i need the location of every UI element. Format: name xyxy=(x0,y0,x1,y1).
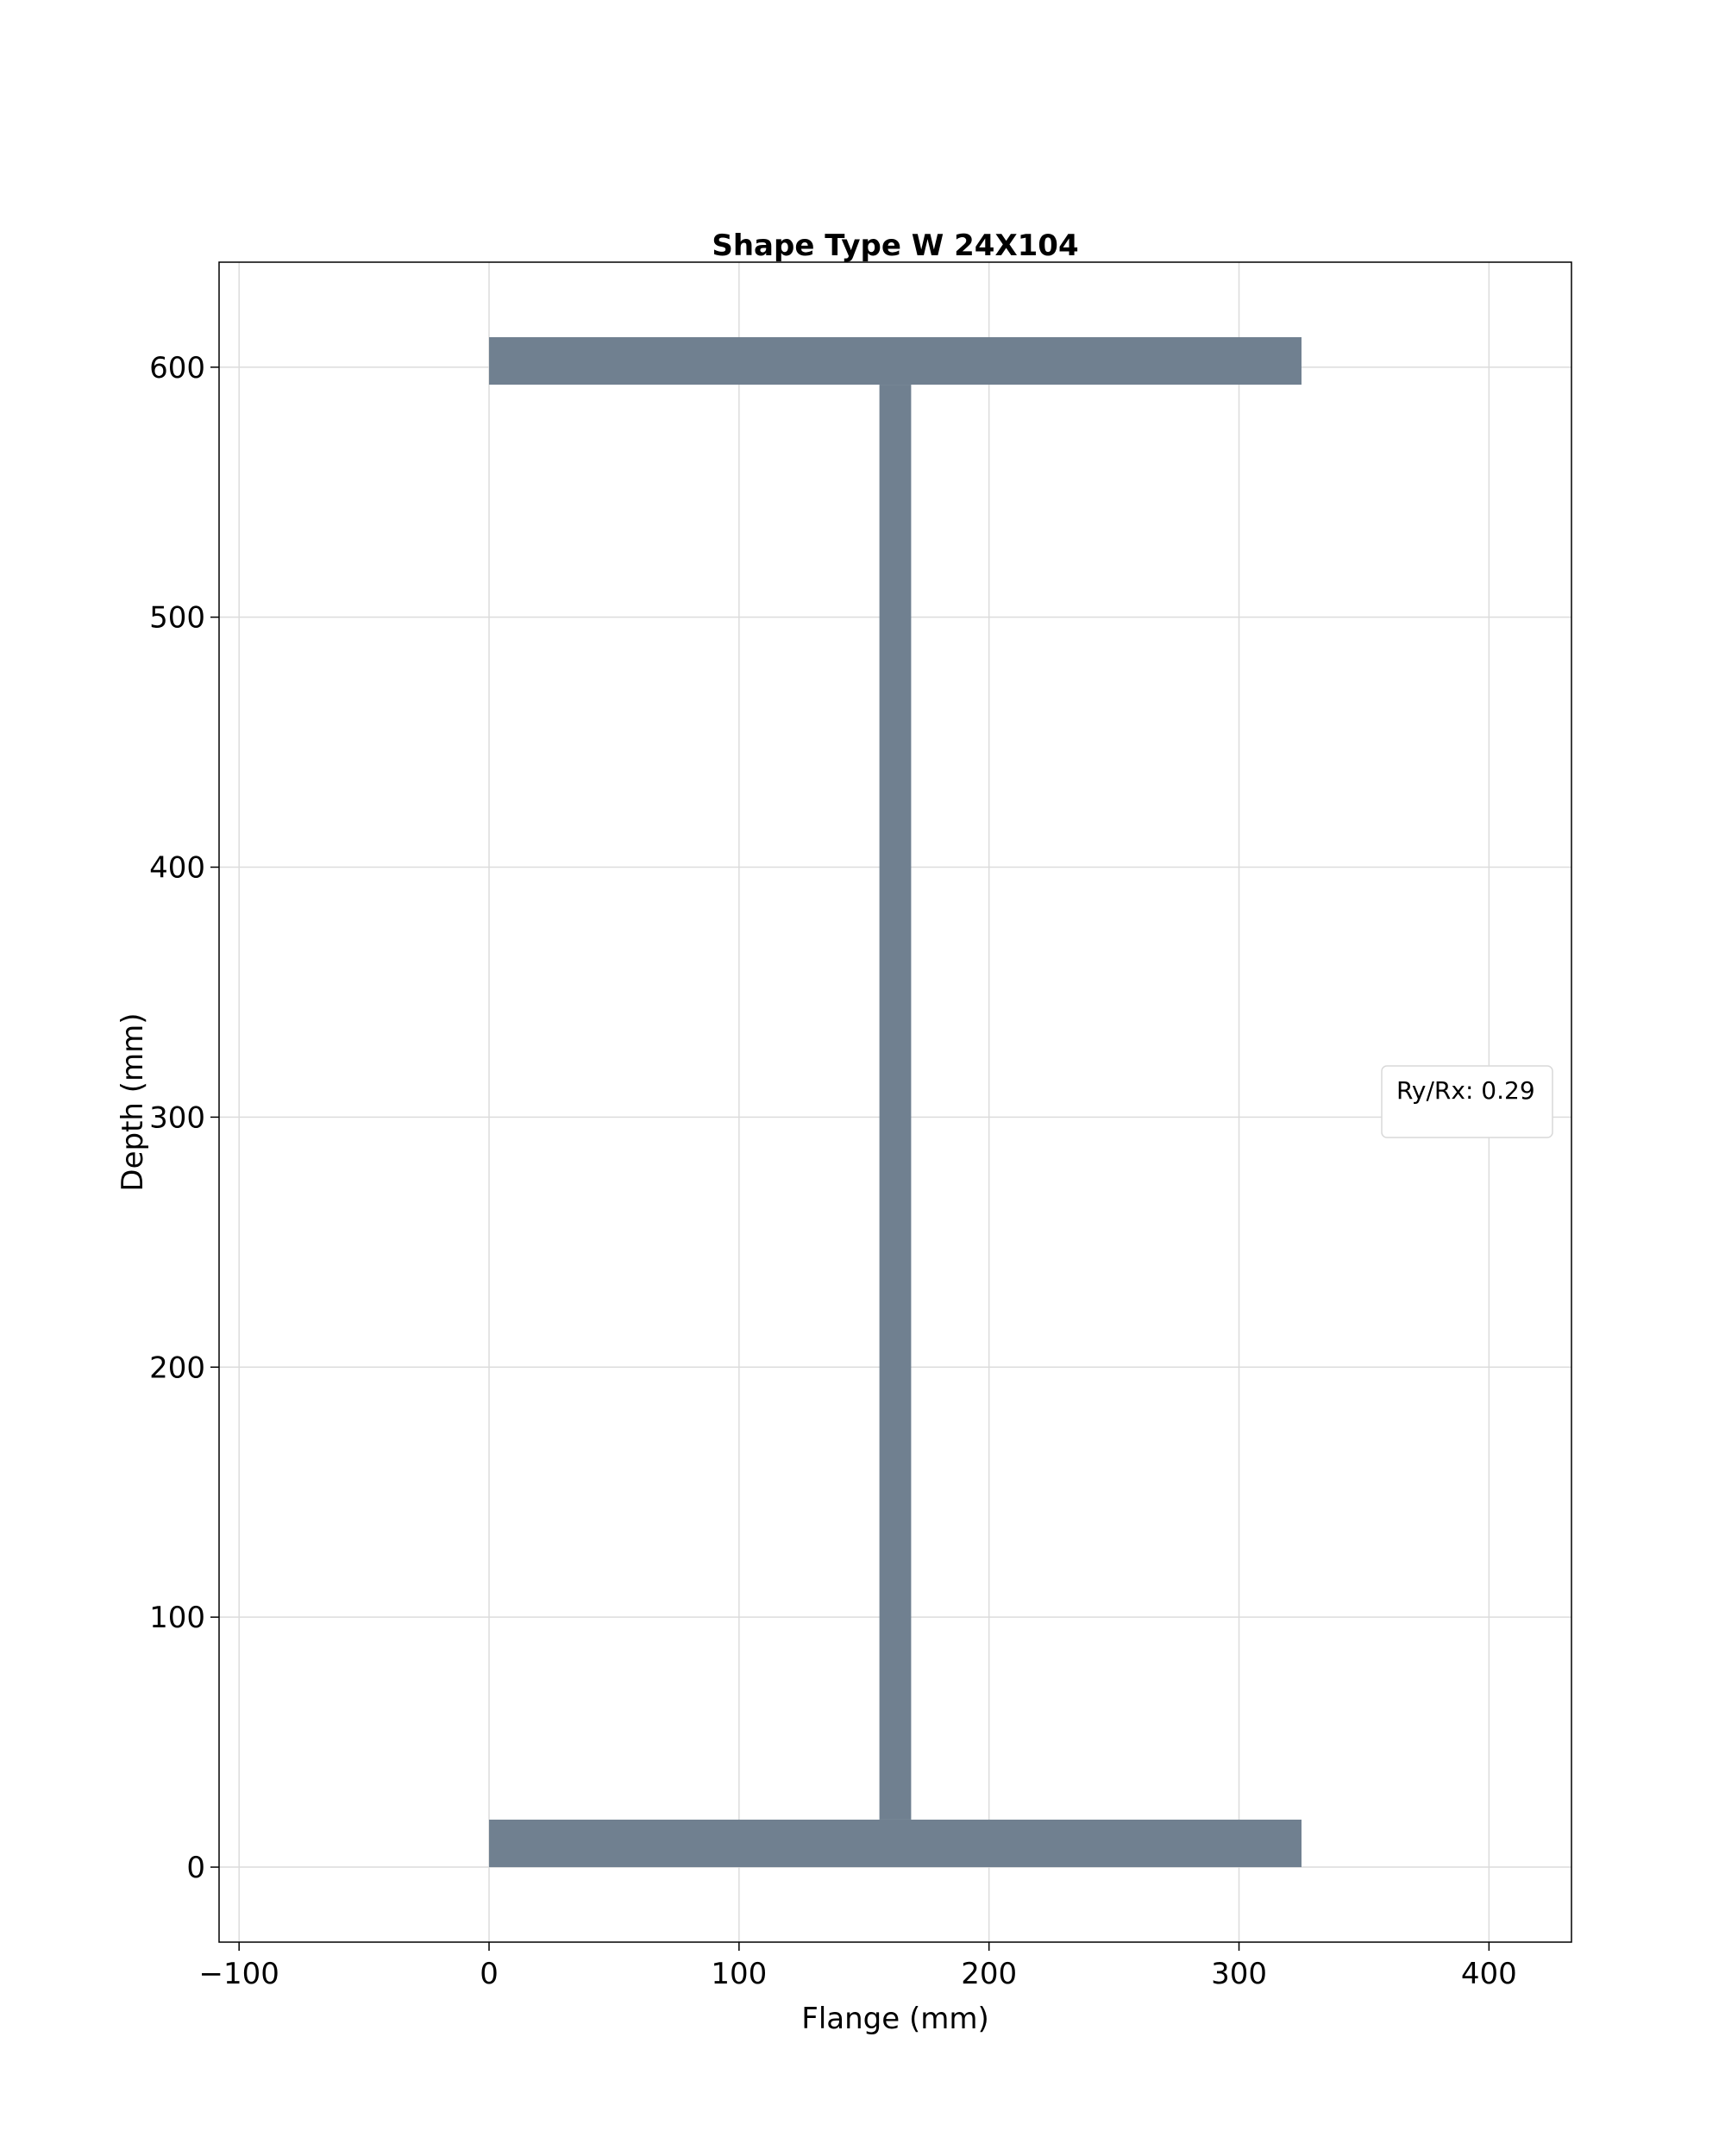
ticks: −100 0 100 200 300 400 0 100 200 300 400 500 600 xyxy=(149,351,1517,1991)
x-tick-label: 0 xyxy=(480,1957,499,1991)
x-tick-label: 400 xyxy=(1461,1957,1517,1991)
top-flange xyxy=(489,336,1302,385)
legend-text: Ry/Rx: 0.29 xyxy=(1396,1076,1535,1105)
x-axis-label: Flange (mm) xyxy=(801,2002,988,2036)
x-tick-label: 200 xyxy=(961,1957,1017,1991)
web xyxy=(879,385,912,1820)
plot-frame xyxy=(218,261,1572,1943)
x-tick-label: −100 xyxy=(198,1957,279,1991)
y-tick-label: 400 xyxy=(149,851,205,886)
y-tick-label: 0 xyxy=(186,1851,205,1885)
bottom-flange xyxy=(489,1819,1302,1868)
y-tick-label: 600 xyxy=(149,351,205,385)
x-tick-label: 300 xyxy=(1211,1957,1267,1991)
y-tick-label: 500 xyxy=(149,601,205,636)
chart-title: Shape Type W 24X104 xyxy=(712,229,1078,263)
y-axis-label: Depth (mm) xyxy=(116,1012,150,1191)
x-tick-label: 100 xyxy=(711,1957,767,1991)
legend: Ry/Rx: 0.29 xyxy=(1381,1065,1553,1138)
i-beam-shape xyxy=(489,336,1302,1868)
y-tick-label: 300 xyxy=(149,1100,205,1135)
y-tick-label: 100 xyxy=(149,1601,205,1635)
y-tick-label: 200 xyxy=(149,1351,205,1385)
legend-box xyxy=(1381,1065,1553,1138)
